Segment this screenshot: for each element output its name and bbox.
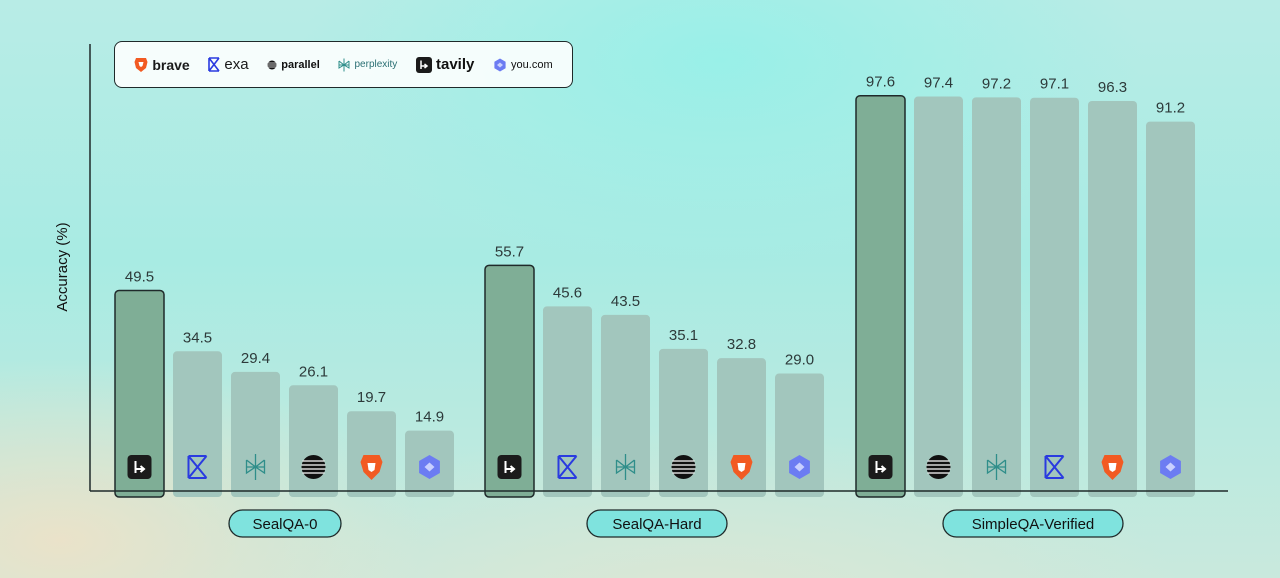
brave-icon: [1101, 455, 1124, 480]
bar-SealQA-Hard-parallel: [659, 348, 708, 497]
legend-item-perplexity: perplexity: [338, 58, 397, 72]
category-label-SealQA-0: SealQA-0: [252, 516, 317, 533]
bar-SealQA-0-exa: [173, 351, 222, 497]
value-label-SimpleQA-Verified-perplexity: 97.2: [982, 75, 1011, 92]
value-label-SealQA-Hard-exa: 45.6: [553, 284, 582, 301]
value-label-SealQA-0-brave: 19.7: [357, 389, 386, 406]
bar-SimpleQA-Verified-exa: [1030, 97, 1079, 498]
tavily-icon: [868, 455, 893, 479]
bar-SealQA-0-parallel: [289, 385, 338, 497]
legend-label-parallel: parallel: [281, 58, 320, 71]
value-label-SealQA-0-tavily: 49.5: [125, 269, 154, 286]
legend: brave exa parallel perplexity tavily you…: [114, 41, 573, 88]
bar-SimpleQA-Verified-perplexity: [972, 97, 1021, 497]
legend-item-brave: brave: [134, 56, 190, 73]
bar-SimpleQA-Verified-brave: [1088, 100, 1137, 498]
bar-SealQA-Hard-you: [775, 373, 824, 497]
perplexity-icon: [338, 58, 350, 71]
exa-icon: [1044, 455, 1065, 479]
tavily-icon: [415, 56, 432, 73]
legend-label-perplexity: perplexity: [354, 59, 398, 70]
tavily-icon: [127, 455, 152, 479]
parallel-icon: [301, 455, 326, 479]
bar-SealQA-0-perplexity: [231, 371, 280, 497]
legend-item-you: you.com: [493, 58, 553, 72]
category-label-SimpleQA-Verified: SimpleQA-Verified: [972, 516, 1095, 533]
legend-label-exa: exa: [224, 56, 249, 73]
value-label-SimpleQA-Verified-exa: 97.1: [1040, 76, 1069, 93]
exa-icon: [208, 57, 221, 72]
y-axis-label: Accuracy (%): [54, 222, 71, 311]
category-pill-SealQA-Hard: [586, 509, 728, 538]
bar-SealQA-0-brave: [347, 411, 396, 497]
bar-SealQA-Hard-perplexity: [601, 314, 650, 497]
value-label-SealQA-Hard-you: 29.0: [785, 352, 814, 369]
you-icon: [789, 455, 810, 479]
value-label-SealQA-0-parallel: 26.1: [299, 363, 328, 380]
legend-item-tavily: tavily: [415, 56, 475, 73]
value-label-SealQA-Hard-parallel: 35.1: [669, 327, 698, 344]
parallel-icon: [267, 60, 277, 69]
exa-icon: [187, 455, 208, 479]
perplexity-icon: [986, 454, 1007, 480]
category-pill-SimpleQA-Verified: [942, 509, 1124, 538]
brave-icon: [730, 455, 753, 480]
value-label-SealQA-0-perplexity: 29.4: [241, 350, 270, 367]
plot-area: 49.5 34.5 29.4 26.1 19.7 14.9 SealQA-0 55.7 45.6…: [114, 74, 1195, 538]
bar-SealQA-Hard-exa: [543, 306, 592, 497]
bar-SealQA-Hard-brave: [717, 358, 766, 497]
tavily-icon: [497, 455, 522, 479]
bar-SimpleQA-Verified-tavily: [855, 94, 906, 498]
bar-SealQA-0-tavily: [114, 289, 165, 498]
value-label-SealQA-Hard-tavily: 55.7: [495, 243, 524, 260]
value-label-SealQA-0-exa: 34.5: [183, 329, 212, 346]
you-com-icon: [494, 58, 506, 71]
legend-label-tavily: tavily: [435, 56, 475, 73]
value-label-SimpleQA-Verified-brave: 96.3: [1098, 79, 1127, 96]
value-label-SealQA-Hard-brave: 32.8: [727, 336, 756, 353]
legend-item-parallel: parallel: [267, 59, 320, 71]
brave-icon: [134, 57, 148, 72]
bar-SimpleQA-Verified-parallel: [914, 96, 963, 497]
value-label-SimpleQA-Verified-you: 91.2: [1156, 100, 1185, 117]
exa-icon: [557, 455, 578, 479]
category-label-SealQA-Hard: SealQA-Hard: [612, 516, 701, 533]
perplexity-icon: [615, 454, 636, 480]
parallel-icon: [926, 455, 951, 479]
value-label-SimpleQA-Verified-parallel: 97.4: [924, 75, 953, 92]
you-icon: [1160, 455, 1181, 479]
bar-SimpleQA-Verified-you: [1146, 121, 1195, 497]
brave-icon: [360, 455, 383, 480]
value-label-SimpleQA-Verified-tavily: 97.6: [866, 74, 895, 91]
bar-SealQA-Hard-tavily: [484, 264, 535, 498]
perplexity-icon: [245, 454, 266, 480]
value-label-SealQA-0-you: 14.9: [415, 409, 444, 426]
you-icon: [419, 455, 440, 479]
category-pill-SealQA-0: [228, 509, 342, 538]
legend-item-exa: exa: [208, 56, 249, 73]
legend-label-you: you.com: [511, 58, 553, 71]
value-label-SealQA-Hard-perplexity: 43.5: [611, 293, 640, 310]
legend-label-brave: brave: [152, 56, 190, 73]
parallel-icon: [671, 455, 696, 479]
